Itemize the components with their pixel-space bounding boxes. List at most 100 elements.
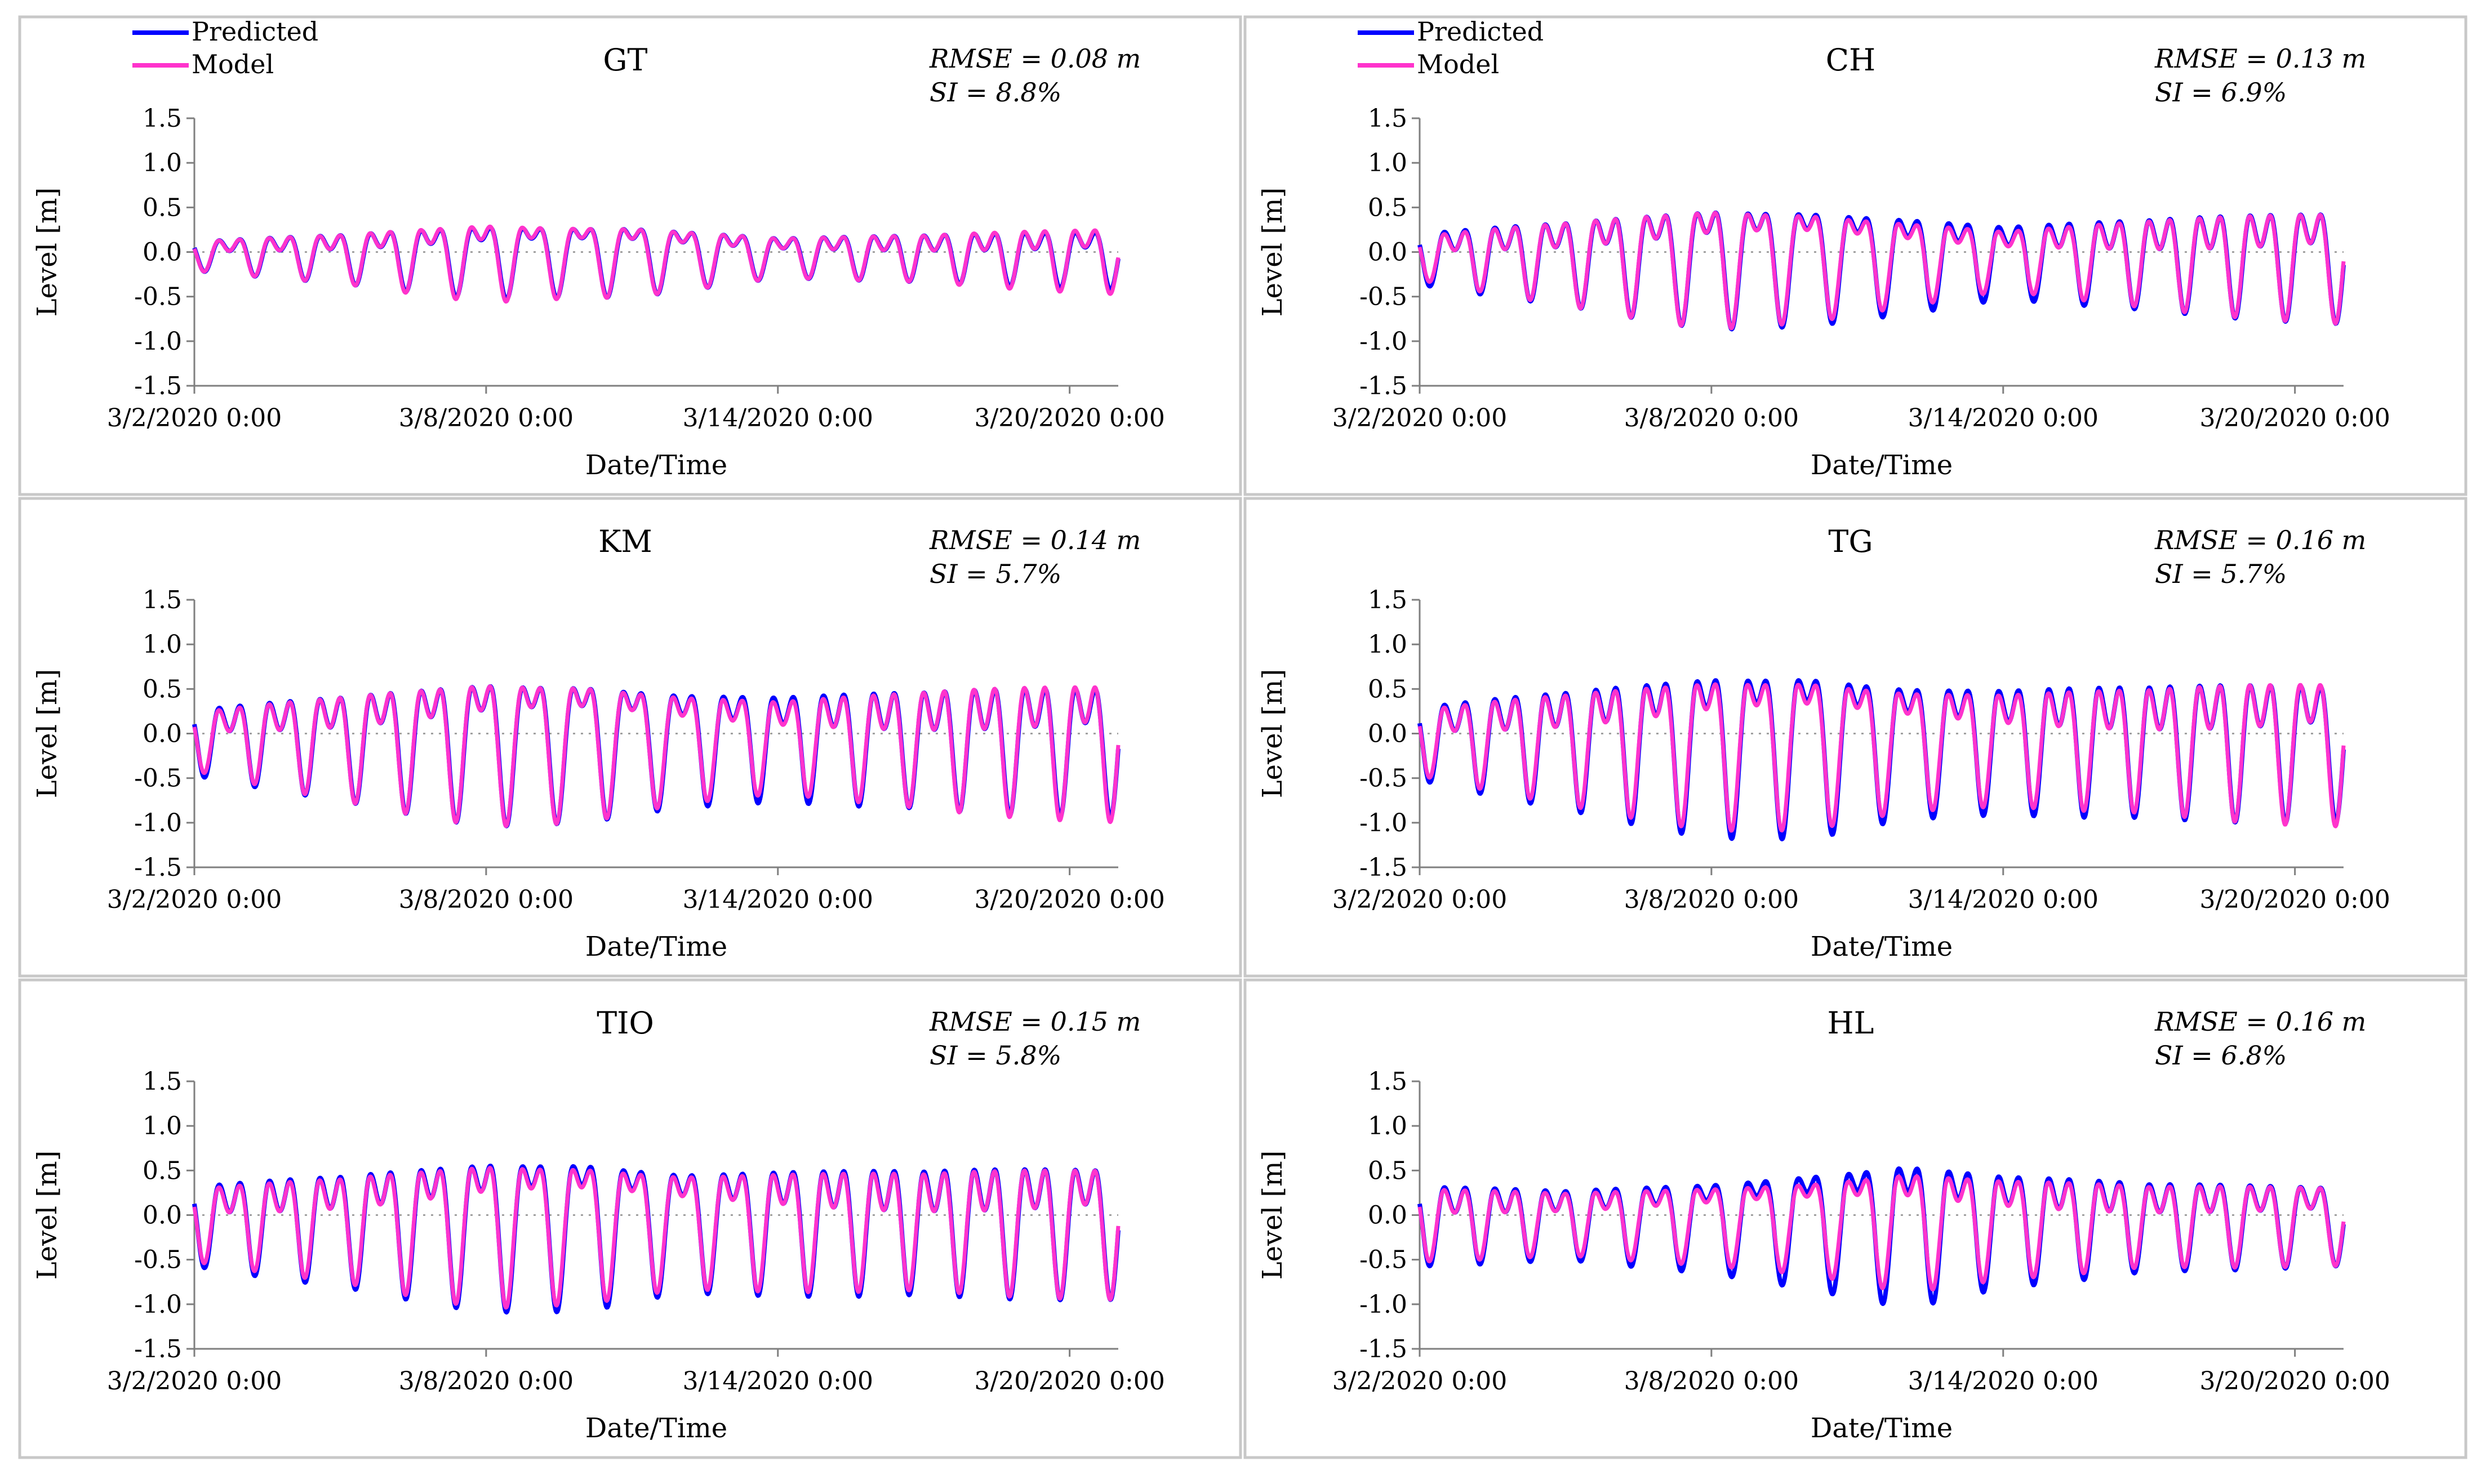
rmse-label: RMSE = 0.16 m	[2154, 1006, 2366, 1037]
y-tick-label: 0.0	[1368, 238, 1407, 267]
chart-panel-tg: TG RMSE = 0.16 m SI = 5.7% 1.5 1.0 0.5 0.0 -0.5…	[1243, 497, 2467, 978]
x-tick-label: 3/14/2020 0:00	[1908, 404, 2098, 433]
y-tick-label: 0.0	[143, 720, 182, 748]
chart-title: HL	[1828, 1005, 1874, 1041]
si-label: SI = 5.7%	[2155, 559, 2287, 589]
y-tick-label: 1.5	[143, 1067, 182, 1096]
x-tick-label: 3/14/2020 0:00	[1908, 885, 2098, 914]
y-tick-label: -1.0	[1359, 809, 1407, 837]
y-tick-label: 0.0	[1368, 1201, 1407, 1230]
x-tick-label: 3/20/2020 0:00	[974, 1367, 1164, 1396]
series-line-model	[192, 224, 1121, 304]
x-tick-label: 3/2/2020 0:00	[1332, 1367, 1507, 1396]
x-tick-label: 3/8/2020 0:00	[399, 1367, 573, 1396]
y-tick-label: -1.5	[1359, 372, 1407, 400]
y-tick-label: 1.5	[1368, 586, 1407, 614]
y-tick-label: 0.0	[143, 238, 182, 267]
y-tick-label: 0.5	[143, 193, 182, 222]
y-tick-label: 0.5	[143, 675, 182, 703]
x-tick-label: 3/2/2020 0:00	[107, 404, 282, 433]
series-line-model	[1417, 1174, 2346, 1291]
y-tick-label: -1.5	[1359, 1335, 1407, 1363]
x-axis-label: Date/Time	[1811, 1412, 1953, 1444]
x-tick-label: 3/8/2020 0:00	[1624, 885, 1799, 914]
y-tick-label: 0.5	[1368, 193, 1407, 222]
x-tick-label: 3/2/2020 0:00	[1332, 404, 1507, 433]
si-label: SI = 5.7%	[930, 559, 1061, 589]
y-axis-label: Level [m]	[1257, 188, 1288, 317]
rmse-label: RMSE = 0.14 m	[929, 525, 1141, 555]
chart-title: CH	[1826, 42, 1875, 78]
y-tick-label: -1.0	[134, 1290, 182, 1319]
x-axis-label: Date/Time	[585, 931, 727, 962]
y-tick-label: 1.5	[1368, 1067, 1407, 1096]
rmse-label: RMSE = 0.15 m	[929, 1006, 1141, 1037]
y-tick-label: -1.5	[134, 1335, 182, 1363]
rmse-label: RMSE = 0.13 m	[2154, 43, 2366, 74]
chart-title: KM	[598, 524, 652, 559]
x-tick-label: 3/20/2020 0:00	[2199, 1367, 2390, 1396]
y-axis-label: Level [m]	[1257, 669, 1288, 798]
legend-label-model: Model	[192, 49, 274, 79]
si-label: SI = 8.8%	[930, 77, 1061, 108]
panel-border	[1243, 15, 2467, 496]
y-tick-label: -0.5	[134, 764, 182, 793]
y-tick-label: 1.0	[1368, 1112, 1407, 1140]
x-tick-label: 3/2/2020 0:00	[107, 1367, 282, 1396]
series-line-model	[1417, 211, 2346, 331]
x-tick-label: 3/14/2020 0:00	[683, 404, 873, 433]
series-line-model	[192, 1166, 1121, 1310]
si-label: SI = 6.8%	[2155, 1040, 2287, 1071]
x-tick-label: 3/2/2020 0:00	[1332, 885, 1507, 914]
y-tick-label: 1.0	[143, 1112, 182, 1140]
chart-title: TG	[1828, 524, 1873, 559]
chart-title: GT	[603, 42, 647, 78]
x-tick-label: 3/20/2020 0:00	[2199, 885, 2390, 914]
y-tick-label: -1.5	[134, 372, 182, 400]
chart-title: TIO	[597, 1005, 654, 1041]
y-tick-label: -0.5	[1359, 764, 1407, 793]
panel-border	[18, 497, 1242, 978]
x-tick-label: 3/2/2020 0:00	[107, 885, 282, 914]
y-tick-label: 0.0	[143, 1201, 182, 1230]
panel-border	[1243, 497, 2467, 978]
y-tick-label: 1.0	[1368, 149, 1407, 177]
x-tick-label: 3/20/2020 0:00	[974, 885, 1164, 914]
y-tick-label: -1.5	[1359, 853, 1407, 882]
y-tick-label: 1.0	[143, 630, 182, 659]
series-line-model	[192, 684, 1121, 828]
y-tick-label: 0.5	[1368, 1156, 1407, 1185]
y-tick-label: 1.5	[143, 586, 182, 614]
y-tick-label: -1.0	[134, 809, 182, 837]
chart-panel-km: KM RMSE = 0.14 m SI = 5.7% 1.5 1.0 0.5 0.0 -0.5…	[18, 497, 1242, 978]
panel-border	[18, 978, 1242, 1459]
legend-label-predicted: Predicted	[192, 16, 318, 47]
y-axis-label: Level [m]	[32, 669, 63, 798]
y-tick-label: 0.5	[143, 1156, 182, 1185]
y-tick-label: -0.5	[1359, 283, 1407, 311]
x-axis-label: Date/Time	[1811, 449, 1953, 481]
y-tick-label: -1.0	[134, 327, 182, 356]
x-tick-label: 3/20/2020 0:00	[974, 404, 1164, 433]
y-tick-label: 0.5	[1368, 675, 1407, 703]
y-tick-label: -1.0	[1359, 327, 1407, 356]
panel-border	[18, 15, 1242, 496]
y-axis-label: Level [m]	[32, 1151, 63, 1280]
y-tick-label: -0.5	[134, 283, 182, 311]
legend-label-model: Model	[1417, 49, 1499, 79]
y-tick-label: 0.0	[1368, 720, 1407, 748]
chart-panel-tio: TIO RMSE = 0.15 mSI = 5.8% 1.5 1.0 0.5 0.0 -0.…	[18, 978, 1242, 1459]
x-axis-label: Date/Time	[1811, 931, 1953, 962]
x-tick-label: 3/8/2020 0:00	[1624, 404, 1799, 433]
y-tick-label: 1.0	[143, 149, 182, 177]
y-tick-label: -1.0	[1359, 1290, 1407, 1319]
x-tick-label: 3/14/2020 0:00	[683, 885, 873, 914]
si-label: SI = 5.8%	[930, 1040, 1061, 1071]
panel-border	[1243, 978, 2467, 1459]
legend-label-predicted: Predicted	[1417, 16, 1544, 47]
x-axis-label: Date/Time	[585, 1412, 727, 1444]
y-tick-label: -1.5	[134, 853, 182, 882]
